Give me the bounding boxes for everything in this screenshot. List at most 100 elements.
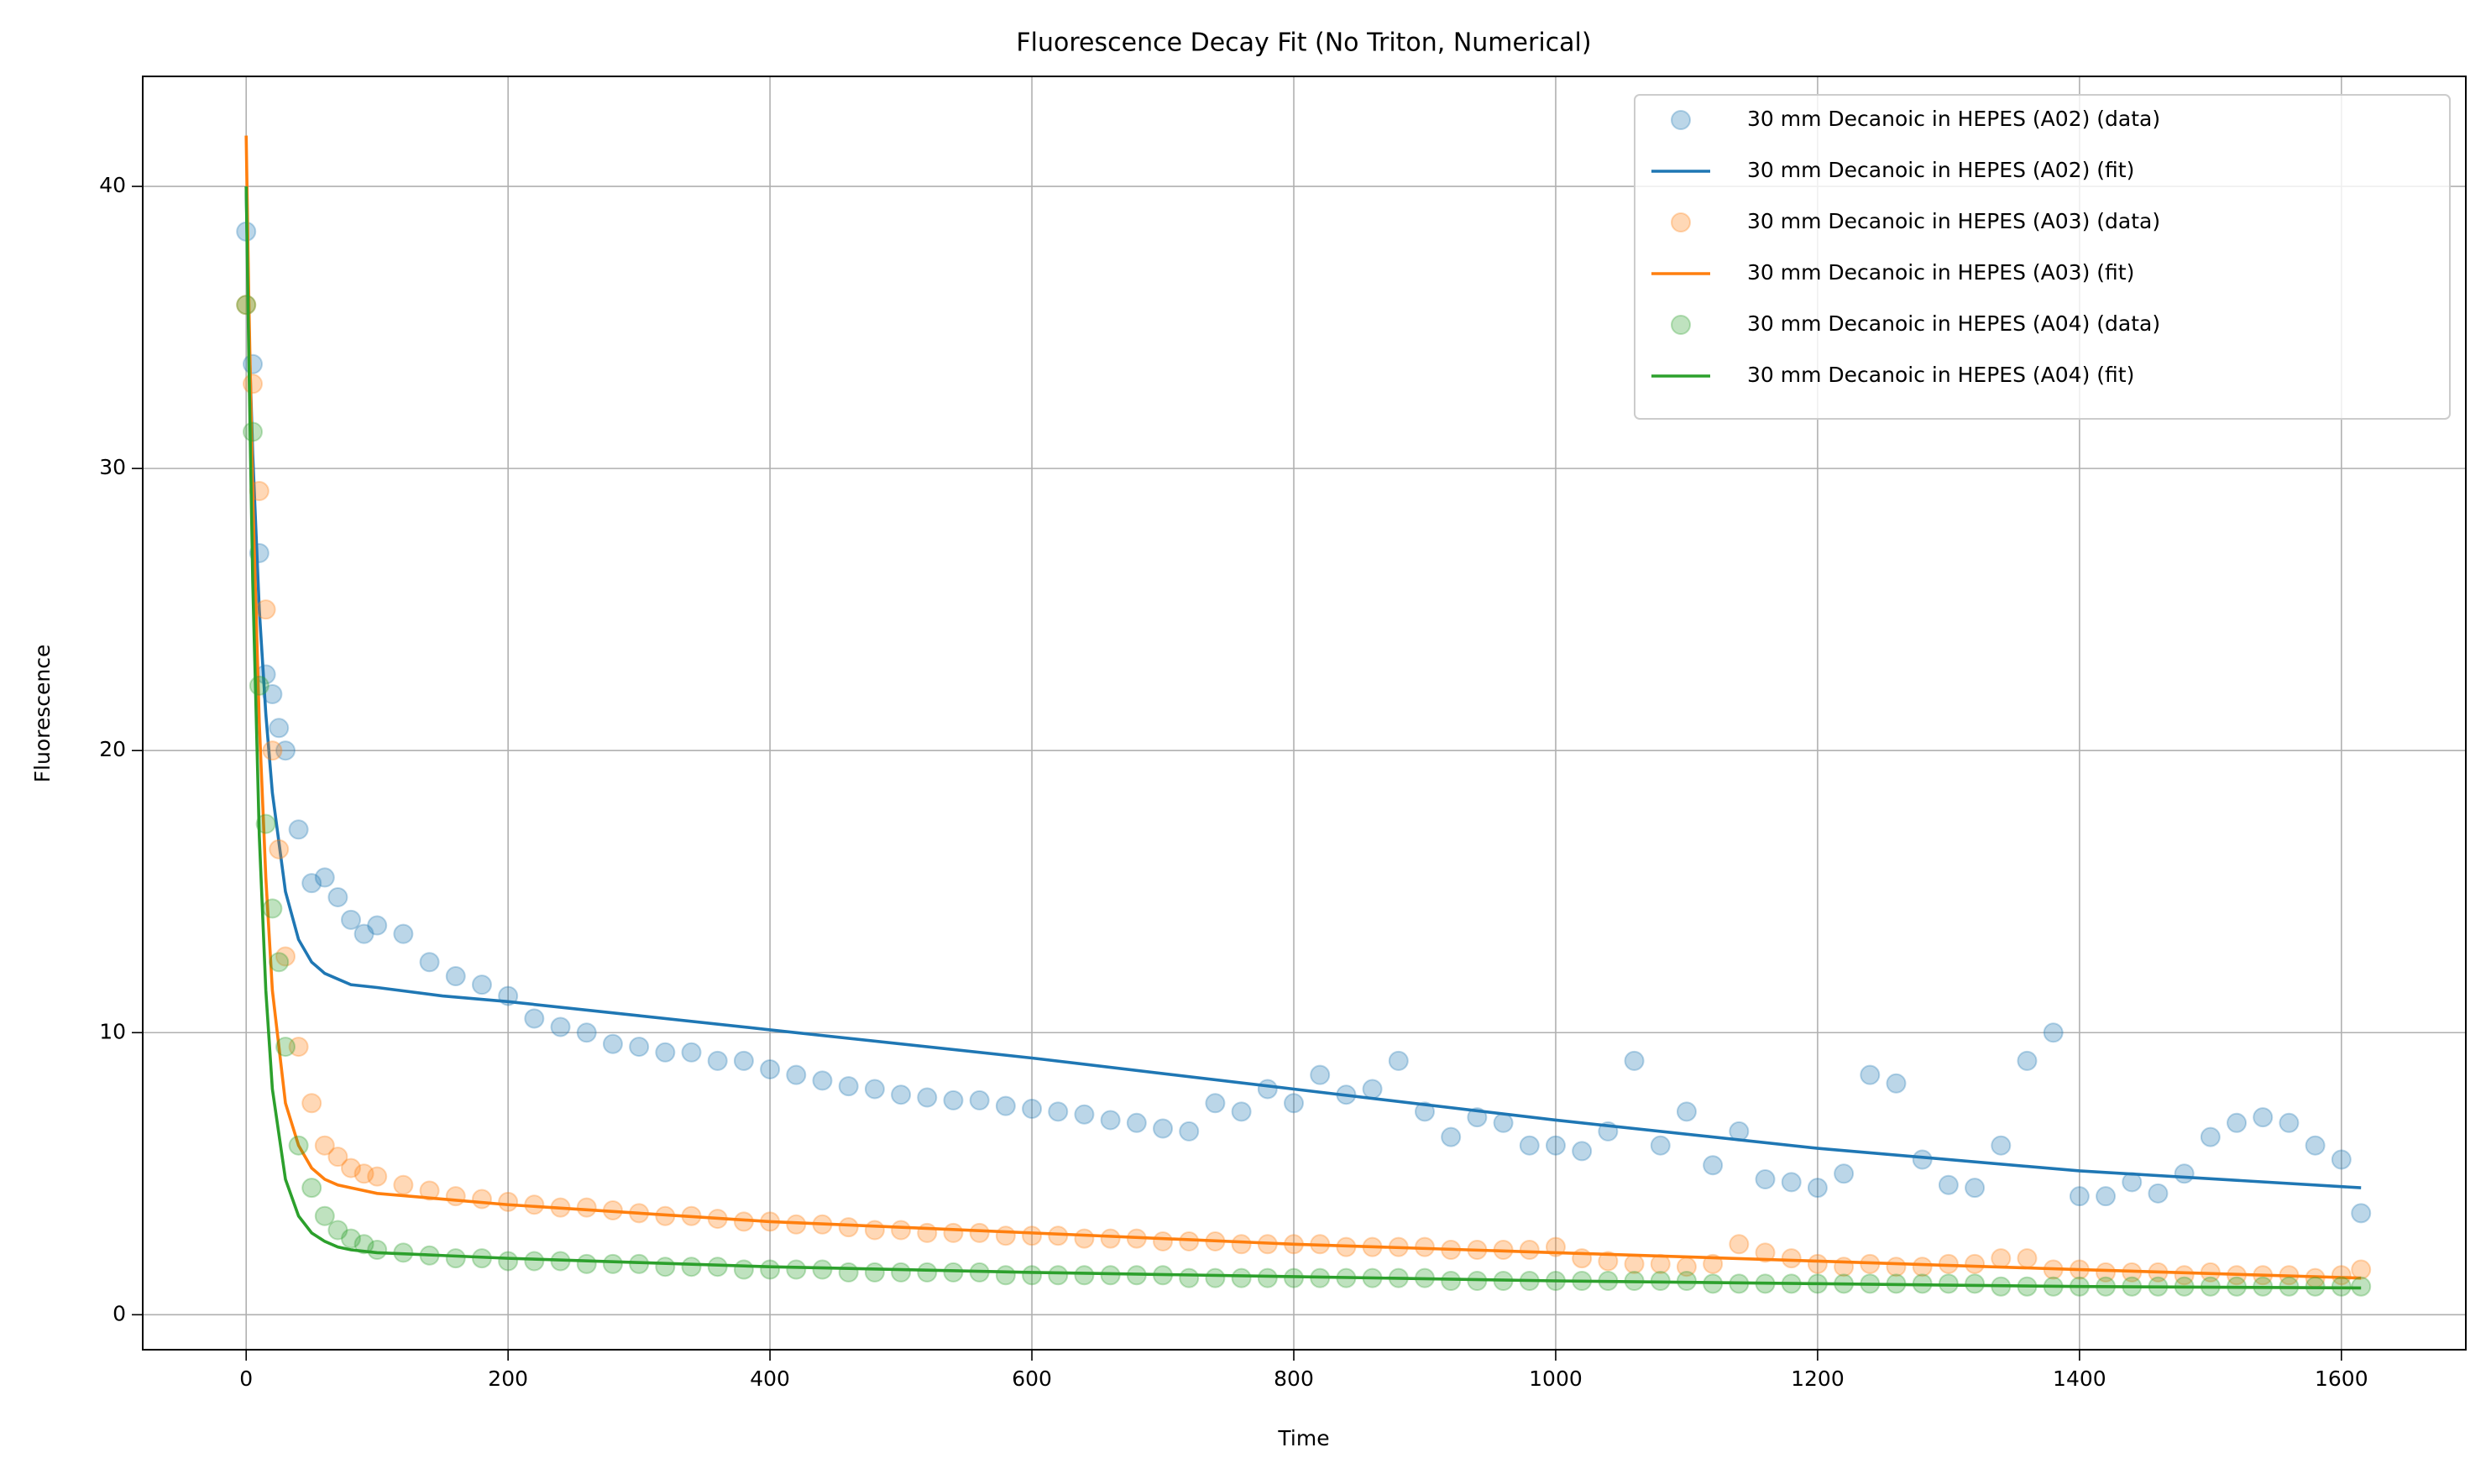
legend-box [1634, 94, 2451, 420]
scatter-point [1179, 1267, 1200, 1288]
scatter-point [1545, 1135, 1566, 1156]
scatter-point [1231, 1267, 1252, 1288]
scatter-point [1179, 1121, 1200, 1142]
scatter-point [1912, 1149, 1933, 1170]
legend-label: 30 mm Decanoic in HEPES (A04) (data) [1747, 311, 2160, 336]
scatter-point [864, 1220, 885, 1241]
scatter-point [2227, 1112, 2248, 1133]
fit-line [244, 135, 2362, 1280]
scatter-point [1703, 1155, 1724, 1176]
scatter-point [1938, 1174, 1959, 1195]
scatter-point [1886, 1257, 1907, 1278]
scatter-point [812, 1070, 833, 1091]
scatter-point [2017, 1050, 2038, 1071]
legend-label: 30 mm Decanoic in HEPES (A04) (fit) [1747, 363, 2134, 387]
scatter-point [1807, 1178, 1828, 1199]
scatter-point [2331, 1149, 2352, 1170]
scatter-point [1362, 1079, 1383, 1100]
scatter-point [891, 1220, 912, 1241]
scatter-point [1493, 1112, 1514, 1133]
scatter-point [576, 1253, 597, 1274]
scatter-point [1257, 1079, 1278, 1100]
scatter-point [576, 1197, 597, 1218]
scatter-point [2017, 1248, 2038, 1269]
scatter-point [1755, 1242, 1776, 1263]
scatter-point [1886, 1073, 1907, 1094]
scatter-point [353, 923, 374, 944]
scatter-point [288, 1135, 309, 1156]
scatter-point [367, 1240, 388, 1261]
y-tick-label: 20 [99, 737, 126, 761]
legend: 30 mm Decanoic in HEPES (A02) (data) 30 m… [1634, 94, 2451, 420]
x-tick-label: 1600 [2315, 1366, 2368, 1391]
scatter-point [1414, 1101, 1435, 1122]
scatter-point [917, 1262, 938, 1283]
scatter-point [262, 740, 283, 761]
scatter-point [1388, 1050, 1409, 1071]
scatter-point [995, 1265, 1016, 1286]
scatter-point [353, 1234, 374, 1255]
y-tick-label: 30 [99, 455, 126, 479]
scatter-point [393, 1174, 414, 1195]
scatter-point [969, 1222, 990, 1243]
chart-title: Fluorescence Decay Fit (No Triton, Numer… [1016, 29, 1591, 58]
scatter-point [995, 1095, 1016, 1116]
scatter-point [524, 1251, 545, 1272]
scatter-point [1205, 1267, 1226, 1288]
scatter-point [249, 675, 270, 696]
scatter-point [1991, 1135, 2012, 1156]
scatter-point [327, 1147, 348, 1168]
scatter-point [2351, 1203, 2372, 1224]
scatter-point [1860, 1064, 1881, 1085]
scatter-point [864, 1262, 885, 1283]
scatter-point [1729, 1234, 1750, 1255]
scatter-point [655, 1257, 676, 1278]
scatter-point [498, 1251, 519, 1272]
scatter-point [917, 1222, 938, 1243]
scatter-point [1991, 1248, 2012, 1269]
legend-label: 30 mm Decanoic in HEPES (A03) (data) [1747, 209, 2160, 233]
scatter-point [1755, 1169, 1776, 1190]
scatter-point [2096, 1262, 2117, 1283]
scatter-point [838, 1217, 859, 1238]
scatter-point [1441, 1271, 1462, 1291]
scatter-point [2253, 1107, 2274, 1128]
legend-label: 30 mm Decanoic in HEPES (A03) (fit) [1747, 260, 2134, 285]
scatter-point [327, 1220, 348, 1241]
scatter-point [2043, 1022, 2064, 1043]
scatter-point [1624, 1253, 1645, 1274]
scatter-point [353, 1163, 374, 1184]
scatter-point [419, 952, 440, 973]
scatter-point [301, 1093, 322, 1114]
scatter-point [576, 1022, 597, 1043]
scatter-point [733, 1050, 754, 1071]
x-tick-label: 400 [750, 1366, 790, 1391]
scatter-point [255, 599, 276, 620]
legend-label: 30 mm Decanoic in HEPES (A02) (data) [1747, 107, 2160, 131]
scatter-point [550, 1016, 571, 1037]
scatter-point [707, 1050, 728, 1071]
scatter-point [1126, 1112, 1147, 1133]
scatter-point [1153, 1118, 1174, 1139]
scatter-point [262, 898, 283, 919]
y-tick-label: 0 [113, 1301, 126, 1325]
scatter-point [269, 718, 290, 739]
scatter-point [301, 873, 322, 894]
scatter-point [243, 353, 264, 374]
scatter-point [1441, 1126, 1462, 1147]
scatter-point [1022, 1099, 1043, 1119]
scatter-point [1912, 1257, 1933, 1278]
scatter-point [786, 1064, 807, 1085]
scatter-point [2069, 1186, 2090, 1207]
scatter-point [1781, 1248, 1802, 1269]
scatter-point [838, 1076, 859, 1097]
scatter-point [786, 1259, 807, 1280]
scatter-point [1519, 1135, 1540, 1156]
scatter-point [1572, 1141, 1593, 1162]
scatter-point [1074, 1265, 1095, 1286]
scatter-point [524, 1008, 545, 1029]
scatter-point [1074, 1104, 1095, 1125]
scatter-point [367, 1166, 388, 1187]
x-tick-label: 600 [1012, 1366, 1052, 1391]
